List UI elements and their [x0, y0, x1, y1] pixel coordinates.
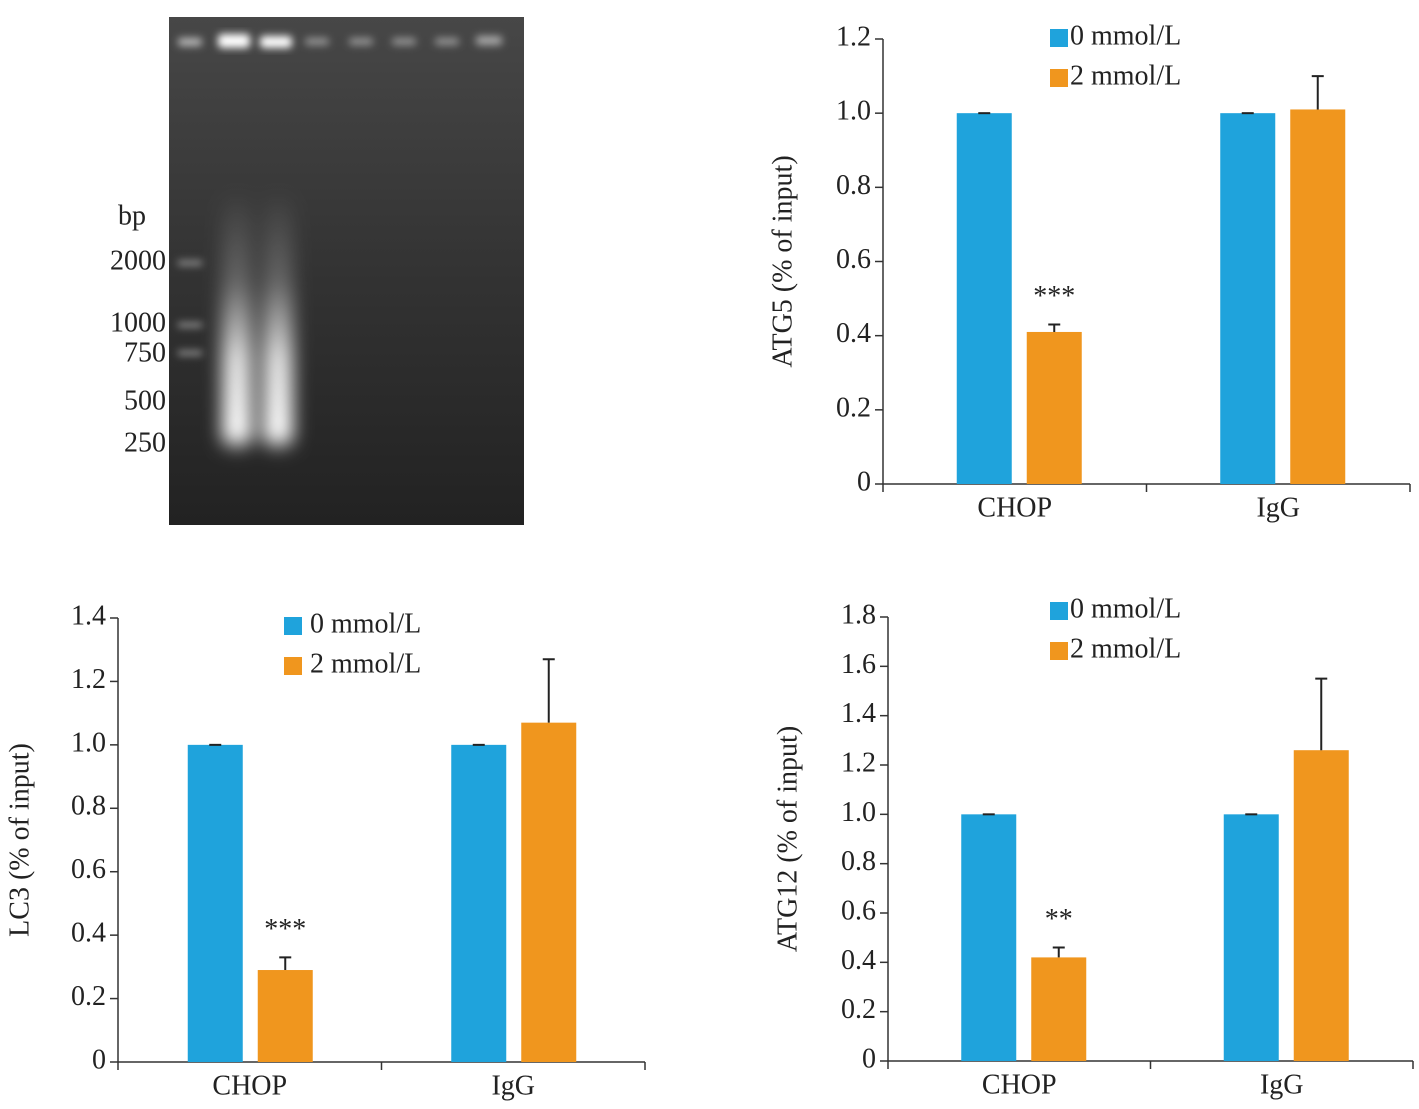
y-tick-label: 1.8: [841, 599, 876, 630]
gel-marker-label: 500: [124, 385, 166, 416]
y-tick-label: 0.4: [71, 918, 106, 949]
significance-label: **: [1045, 904, 1073, 935]
y-tick-label: 1.0: [836, 96, 871, 127]
y-tick-label: 1.4: [841, 698, 876, 729]
error-bar: [1052, 946, 1065, 958]
y-tick-label: 0: [857, 466, 871, 497]
error-bar: [542, 658, 555, 723]
bar: [1026, 331, 1082, 484]
ladder: [178, 261, 202, 355]
legend-swatch: [284, 657, 302, 675]
y-tick-label: 1.0: [841, 797, 876, 828]
bar: [1290, 109, 1346, 484]
x-tick-label: IgG: [491, 1070, 535, 1101]
wells: [178, 34, 502, 48]
x-tick-label: IgG: [1256, 492, 1300, 523]
legend-swatch: [284, 617, 302, 635]
y-tick-label: 0: [92, 1044, 106, 1075]
bar: [1220, 113, 1276, 485]
bar: [257, 970, 313, 1062]
y-tick-label: 1.2: [836, 21, 871, 52]
gel-marker-label: 750: [124, 337, 166, 368]
error-bar: [1311, 75, 1324, 110]
bar-chart: 0 0.2 0.4 0.6 0.8 1.0 1.2 ATG5 (% of input) CHOP…: [767, 20, 1411, 523]
y-tick-label: 1.2: [841, 747, 876, 778]
gel-marker-label: 1000: [110, 307, 166, 338]
bar: [1293, 750, 1349, 1061]
significance-label: ***: [264, 914, 306, 945]
bar: [1223, 814, 1279, 1061]
error-bar: [1315, 677, 1328, 751]
bar: [1031, 957, 1087, 1061]
legend-swatch: [1050, 642, 1068, 660]
y-tick-label: 0.4: [836, 318, 871, 349]
legend-label: 2 mmol/L: [1070, 633, 1181, 664]
x-tick-label: CHOP: [982, 1069, 1057, 1100]
y-tick-label: 0.2: [71, 981, 106, 1012]
bar-chart: 0 0.2 0.4 0.6 0.8 1.0 1.2 1.4 1.6 1.8 ATG12 (% of …: [772, 593, 1414, 1100]
y-tick-label: 0: [862, 1043, 876, 1074]
error-bar: [1048, 323, 1061, 332]
y-axis-label: LC3 (% of input): [4, 743, 35, 937]
y-tick-label: 0.8: [71, 791, 106, 822]
legend-label: 2 mmol/L: [1070, 60, 1181, 91]
y-axis-label: ATG5 (% of input): [767, 155, 798, 367]
error-bar: [279, 956, 292, 971]
bar: [187, 744, 243, 1062]
bar: [956, 113, 1012, 485]
bar-chart: 0 0.2 0.4 0.6 0.8 1.0 1.2 1.4 LC3 (% of input) CH…: [4, 600, 646, 1101]
gel: [169, 17, 524, 525]
y-tick-label: 1.0: [71, 727, 106, 758]
gel-marker-label: 2000: [110, 245, 166, 276]
legend-label: 0 mmol/L: [1070, 20, 1181, 51]
legend-swatch: [1050, 29, 1068, 47]
legend-label: 0 mmol/L: [310, 608, 421, 639]
significance-label: ***: [1033, 281, 1075, 312]
y-axis-label: ATG12 (% of input): [772, 726, 803, 952]
y-tick-label: 0.6: [841, 895, 876, 926]
gel-unit: bp: [118, 200, 146, 231]
x-tick-label: IgG: [1260, 1069, 1304, 1100]
legend-label: 2 mmol/L: [310, 648, 421, 679]
x-tick-label: CHOP: [977, 492, 1052, 523]
y-tick-label: 0.6: [836, 244, 871, 275]
y-tick-label: 1.6: [841, 649, 876, 680]
legend-swatch: [1050, 602, 1068, 620]
y-tick-label: 1.2: [71, 664, 106, 695]
y-tick-label: 0.8: [836, 170, 871, 201]
y-tick-label: 0.4: [841, 945, 876, 976]
y-tick-label: 0.8: [841, 846, 876, 877]
y-tick-label: 0.2: [841, 994, 876, 1025]
legend-label: 0 mmol/L: [1070, 593, 1181, 624]
smears: [222, 190, 293, 450]
x-tick-label: CHOP: [212, 1070, 287, 1101]
y-tick-label: 1.4: [71, 600, 106, 631]
gel-marker-label: 250: [124, 427, 166, 458]
legend-swatch: [1050, 69, 1068, 87]
bar: [521, 722, 577, 1062]
bar: [961, 814, 1017, 1061]
y-tick-label: 0.2: [836, 392, 871, 423]
bar: [451, 744, 507, 1062]
y-tick-label: 0.6: [71, 854, 106, 885]
